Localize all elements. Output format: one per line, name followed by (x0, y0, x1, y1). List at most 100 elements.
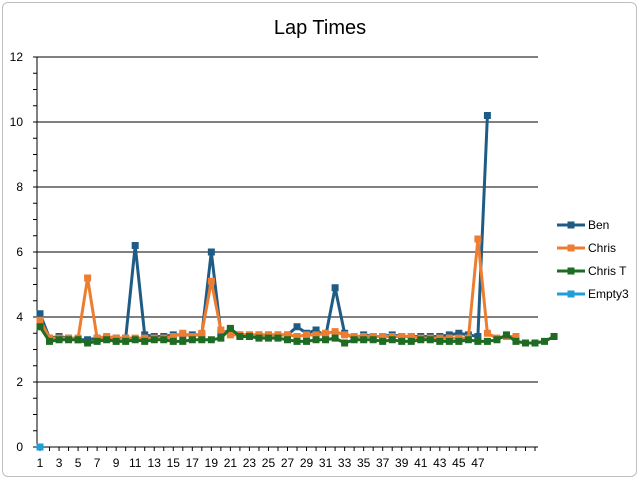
data-point-ben (312, 326, 320, 334)
legend-label-chris-t: Chris T (588, 264, 627, 278)
data-point-chris-t (274, 334, 282, 342)
x-tick-label: 35 (357, 456, 371, 470)
legend-label-empty3: Empty3 (588, 287, 629, 301)
data-point-chris-t (160, 336, 168, 344)
data-point-chris-t (198, 336, 206, 344)
data-point-chris-t (550, 333, 558, 340)
data-point-chris-t (84, 339, 92, 347)
data-point-chris-t (226, 324, 234, 332)
data-point-chris-t (426, 336, 434, 344)
data-point-chris-t (131, 336, 139, 344)
data-point-chris-t (312, 336, 320, 344)
y-tick-label: 6 (16, 245, 23, 259)
data-point-chris-t (55, 336, 63, 344)
y-tick-label: 10 (10, 115, 24, 129)
data-point-chris-t (541, 337, 549, 345)
data-point-chris (483, 329, 491, 337)
data-point-chris (217, 326, 225, 334)
data-point-chris (207, 277, 215, 285)
legend-marker-chris-t (567, 267, 575, 275)
data-point-chris (293, 333, 301, 340)
y-tick-label: 0 (16, 440, 23, 454)
data-point-ben (331, 284, 339, 292)
data-point-chris-t (493, 336, 501, 344)
x-tick-label: 21 (224, 456, 238, 470)
data-point-ben (36, 310, 44, 318)
data-point-chris-t (521, 339, 529, 347)
series-line-chris (38, 237, 516, 340)
x-tick-label: 15 (167, 456, 181, 470)
data-point-chris-t (369, 336, 377, 344)
data-point-chris (322, 329, 330, 337)
data-point-chris-t (360, 336, 368, 344)
data-point-ben (455, 329, 463, 337)
x-tick-label: 29 (300, 456, 314, 470)
data-point-empty3 (36, 443, 44, 451)
data-point-chris-t (417, 336, 425, 344)
x-tick-label: 45 (452, 456, 466, 470)
data-point-ben (293, 323, 301, 331)
data-point-chris-t (502, 331, 510, 339)
x-tick-label: 23 (243, 456, 257, 470)
data-point-chris-t (93, 337, 101, 345)
x-tick-label: 5 (75, 456, 82, 470)
data-point-chris-t (379, 337, 387, 345)
data-point-chris-t (531, 339, 539, 347)
data-point-chris-t (388, 336, 396, 344)
data-point-chris (398, 333, 406, 340)
chart-title: Lap Times (274, 17, 366, 39)
data-point-chris-t (122, 337, 130, 345)
x-tick-label: 17 (186, 456, 200, 470)
data-point-chris-t (445, 337, 453, 345)
data-point-chris-t (188, 336, 196, 344)
data-point-ben (483, 112, 491, 119)
data-point-chris (474, 235, 482, 243)
x-tick-label: 7 (94, 456, 101, 470)
y-tick-label: 12 (10, 50, 24, 64)
legend-marker-empty3 (567, 290, 575, 298)
legend-marker-chris (567, 244, 575, 252)
data-point-chris (512, 333, 520, 340)
data-point-chris-t (103, 336, 111, 344)
data-point-ben (207, 248, 215, 256)
data-point-chris-t (36, 323, 44, 331)
data-point-chris-t (293, 337, 301, 345)
data-point-chris-t (46, 337, 54, 345)
y-tick-label: 4 (16, 310, 23, 324)
data-point-chris (36, 316, 44, 324)
data-point-ben (131, 242, 139, 249)
data-point-chris-t (398, 337, 406, 345)
x-tick-label: 43 (433, 456, 447, 470)
data-point-chris-t (464, 336, 472, 344)
data-point-chris-t (179, 337, 187, 345)
x-tick-label: 19 (205, 456, 219, 470)
data-point-chris (284, 331, 291, 339)
data-point-chris-t (436, 337, 444, 345)
data-point-chris-t (331, 334, 339, 342)
data-point-chris-t (341, 339, 349, 347)
x-tick-label: 25 (262, 456, 276, 470)
y-tick-label: 8 (16, 180, 23, 194)
x-tick-label: 47 (471, 456, 485, 470)
data-point-chris (312, 331, 320, 339)
series-line-ben (38, 115, 489, 342)
data-point-chris-t (407, 337, 415, 345)
data-point-chris-t (112, 337, 120, 345)
data-point-chris (179, 329, 187, 337)
data-point-chris-t (150, 336, 158, 344)
data-point-chris-t (65, 336, 73, 344)
data-point-chris (407, 333, 415, 340)
data-point-chris (169, 333, 177, 340)
legend: Ben Chris Chris T Empty3 (557, 218, 629, 301)
data-point-chris-t (322, 336, 330, 344)
legend-label-ben: Ben (588, 218, 609, 232)
data-point-chris-t (512, 337, 520, 345)
x-tick-label: 33 (338, 456, 352, 470)
data-point-chris (198, 329, 206, 337)
data-point-chris-t (303, 337, 311, 345)
legend-label-chris: Chris (588, 241, 616, 255)
data-point-chris (84, 274, 92, 282)
x-tick-label: 13 (148, 456, 162, 470)
